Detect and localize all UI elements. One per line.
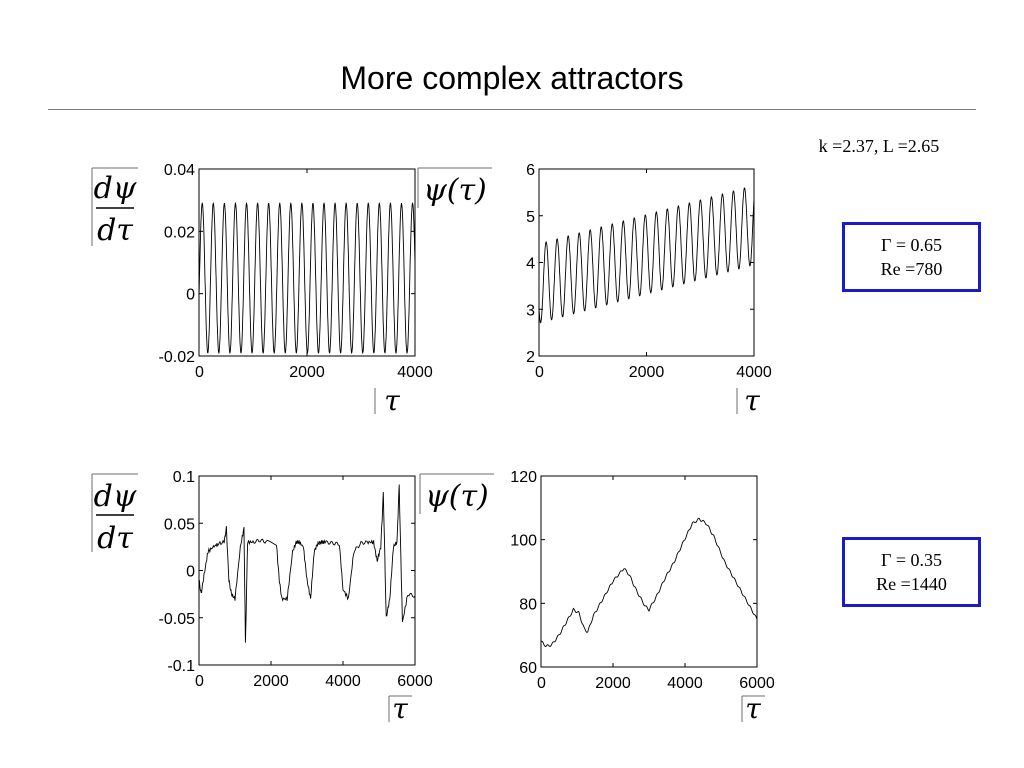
y-tick-label: 0.05: [164, 516, 195, 533]
y-tick-label: 100: [510, 533, 537, 550]
svg-text:τ: τ: [745, 692, 761, 725]
x-tick-label: 0: [535, 364, 544, 381]
x-tick-label: 4000: [667, 675, 703, 692]
x-tick-label: 0: [195, 364, 204, 381]
y-tick-label: 0.04: [164, 162, 195, 179]
ylabel-num: dψ: [94, 171, 137, 206]
y-tick-label: 0: [186, 287, 195, 304]
y-tick-label: -0.1: [167, 658, 195, 675]
x-tick-label: 4000: [397, 364, 433, 381]
y-tick-label: 0: [186, 564, 195, 581]
chart-3: -0.1 -0.05 0 0.05 0.1 0 2000 4000 6000: [159, 469, 433, 690]
y-tick-label: 0.1: [173, 469, 195, 486]
xlabel-tau-1: τ: [374, 384, 400, 417]
plot-frame: [198, 168, 416, 357]
title-divider: [48, 109, 976, 110]
y-tick-label: 60: [519, 660, 537, 677]
y-tick-label: -0.02: [159, 349, 196, 366]
chart-2: 2 3 4 5 6 0 2000 4000: [526, 162, 772, 381]
svg-text:τ: τ: [744, 384, 760, 417]
series-line: [540, 517, 758, 648]
y-tick-label: 2: [526, 349, 535, 366]
y-tick-label: 4: [526, 256, 535, 273]
ylabel-dpsi-dtau-top: dψ dτ: [91, 167, 138, 248]
ylabel-psi-top: ψ(τ): [417, 167, 492, 208]
xlabel-tau-2: τ: [736, 384, 760, 417]
svg-text:τ: τ: [392, 692, 408, 725]
case-1-gamma: Γ = 0.65: [880, 235, 943, 255]
x-tick-label: 6000: [397, 673, 433, 690]
case-1-parameter-box: Γ = 0.65 Re =780: [842, 222, 981, 292]
series-line: [538, 187, 755, 324]
case-2-parameter-box: Γ = 0.35 Re =1440: [842, 537, 981, 607]
x-tick-label: 2000: [253, 673, 289, 690]
xlabel-tau-3: τ: [388, 692, 412, 725]
x-tick-label: 2000: [289, 364, 325, 381]
x-tick-label: 2000: [595, 675, 631, 692]
ylabel-psi: ψ(τ): [425, 479, 489, 514]
x-tick-label: 4000: [325, 673, 361, 690]
series-line: [198, 484, 416, 643]
x-tick-label: 2000: [629, 364, 665, 381]
parameters-label: k =2.37, L =2.65: [818, 136, 940, 156]
plot-frame: [540, 475, 758, 668]
y-tick-label: 120: [510, 469, 537, 486]
case-2-gamma: Γ = 0.35: [880, 550, 943, 570]
y-tick-label: 3: [526, 302, 535, 319]
x-tick-label: 4000: [736, 364, 772, 381]
y-tick-label: 80: [519, 596, 537, 613]
ylabel-dpsi-dtau-bottom: dψ dτ: [91, 473, 138, 556]
xlabel-tau-4: τ: [741, 692, 765, 725]
ylabel-den: dτ: [97, 521, 133, 556]
svg-text:τ: τ: [384, 384, 400, 417]
ylabel-den: dτ: [97, 213, 133, 248]
plot-frame: [198, 475, 416, 666]
ylabel-psi-bottom: ψ(τ): [419, 473, 494, 514]
case-1-reynolds: Re =780: [880, 259, 943, 279]
x-tick-label: 0: [195, 673, 204, 690]
y-tick-label: 6: [526, 162, 535, 179]
x-tick-label: 6000: [739, 675, 775, 692]
series-line: [198, 202, 416, 355]
y-tick-label: 0.02: [164, 224, 195, 241]
chart-4: 60 80 100 120 0 2000 4000 6000: [510, 469, 775, 692]
case-2-reynolds: Re =1440: [876, 574, 947, 594]
ylabel-psi: ψ(τ): [423, 173, 487, 208]
slide-title: More complex attractors: [340, 60, 684, 96]
x-tick-label: 0: [537, 675, 546, 692]
ylabel-num: dψ: [94, 479, 137, 514]
y-tick-label: 5: [526, 209, 535, 226]
y-tick-label: -0.05: [159, 611, 196, 628]
